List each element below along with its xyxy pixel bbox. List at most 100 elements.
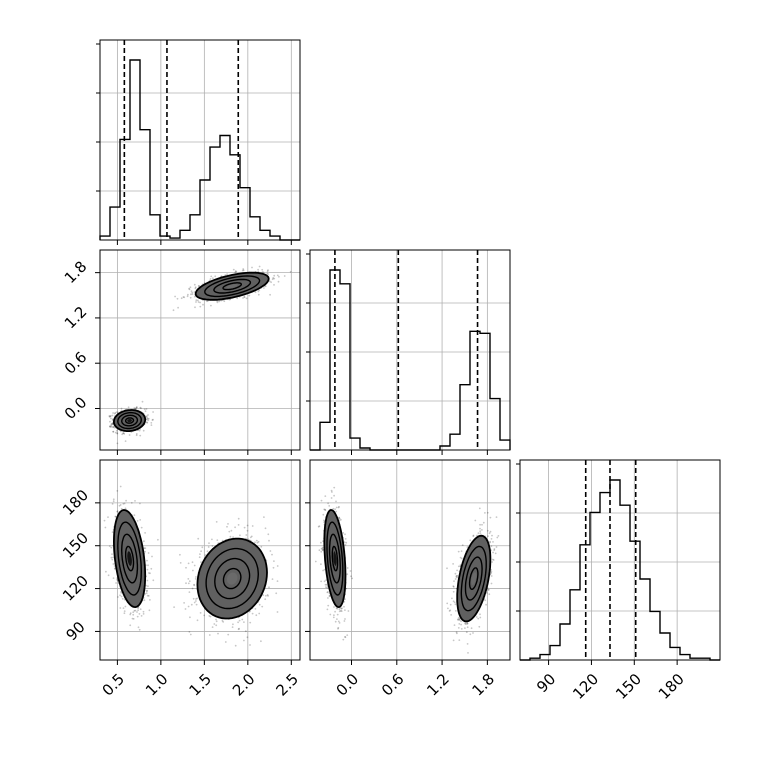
sample-point (234, 271, 237, 274)
sample-point (211, 545, 214, 547)
sample-point (335, 607, 338, 609)
sample-point (342, 638, 345, 641)
sample-point (343, 541, 346, 544)
sample-point (323, 580, 326, 583)
sample-point (262, 271, 265, 274)
sample-point (183, 602, 186, 604)
sample-point (276, 565, 279, 567)
sample-point (326, 591, 329, 594)
sample-point (289, 270, 292, 273)
sample-point (272, 277, 275, 279)
sample-point (273, 560, 275, 562)
sample-point (336, 607, 339, 610)
sample-point (338, 505, 340, 508)
sample-point (195, 598, 197, 600)
sample-point (114, 515, 117, 518)
sample-point (327, 591, 329, 593)
sample-point (321, 548, 324, 551)
sample-point (139, 406, 142, 409)
sample-point (235, 270, 238, 273)
sample-point (145, 592, 148, 594)
sample-point (135, 433, 138, 435)
density-core (226, 284, 238, 289)
sample-point (228, 298, 231, 301)
sample-point (121, 433, 124, 436)
sample-point (337, 626, 340, 629)
sample-point (457, 619, 460, 621)
sample-point (108, 415, 111, 417)
sample-point (263, 287, 265, 289)
sample-point (243, 296, 246, 298)
sample-point (243, 296, 246, 298)
sample-point (144, 547, 147, 550)
sample-point (349, 570, 352, 572)
sample-point (135, 406, 138, 409)
sample-point (208, 634, 211, 636)
sample-point (278, 275, 280, 278)
density-core (127, 551, 132, 566)
sample-point (151, 419, 154, 421)
sample-point (243, 526, 246, 529)
sample-point (146, 568, 149, 571)
sample-point (149, 599, 151, 601)
sample-point (249, 644, 251, 646)
sample-point (264, 527, 267, 530)
sample-point (104, 526, 107, 529)
sample-point (269, 293, 271, 296)
sample-point (116, 442, 119, 445)
sample-point (200, 550, 203, 553)
sample-point (234, 270, 237, 273)
sample-point (190, 290, 193, 292)
sample-point (341, 607, 343, 610)
sample-point (132, 611, 135, 614)
sample-point (452, 639, 455, 642)
sample-point (138, 613, 141, 615)
sample-point (123, 502, 126, 505)
sample-point (210, 275, 213, 278)
sample-point (318, 525, 321, 527)
sample-point (345, 541, 348, 544)
sample-point (246, 529, 249, 532)
sample-point (193, 564, 196, 567)
sample-point (338, 608, 341, 611)
sample-point (334, 610, 336, 613)
sample-point (325, 579, 327, 581)
sample-point (122, 432, 125, 434)
sample-point (180, 297, 183, 300)
sample-point (451, 597, 453, 600)
sample-point (257, 268, 259, 271)
sample-point (134, 407, 137, 410)
sample-point (120, 595, 123, 598)
contour-line (120, 533, 139, 584)
sample-point (489, 516, 492, 519)
sample-point (137, 626, 140, 629)
sample-point (146, 417, 148, 419)
sample-point (139, 434, 142, 437)
sample-point (122, 502, 125, 505)
sample-point (188, 631, 191, 633)
sample-point (144, 593, 147, 595)
sample-point (129, 612, 132, 615)
sample-point (133, 609, 136, 612)
sample-point (251, 525, 254, 527)
sample-point (241, 618, 244, 621)
sample-point (111, 414, 114, 417)
sample-point (330, 489, 333, 492)
sample-point (229, 535, 232, 538)
sample-point (146, 594, 149, 597)
sample-point (237, 628, 240, 631)
sample-point (275, 592, 278, 595)
sample-point (242, 268, 245, 270)
sample-point (237, 517, 240, 520)
sample-point (344, 636, 346, 638)
sample-point (109, 420, 111, 423)
sample-point (266, 272, 269, 275)
sample-point (188, 580, 191, 583)
sample-point (234, 526, 237, 529)
sample-point (135, 407, 138, 410)
sample-point (320, 547, 323, 550)
sample-point (245, 534, 248, 536)
contour-line (196, 537, 268, 620)
sample-point (340, 610, 343, 612)
